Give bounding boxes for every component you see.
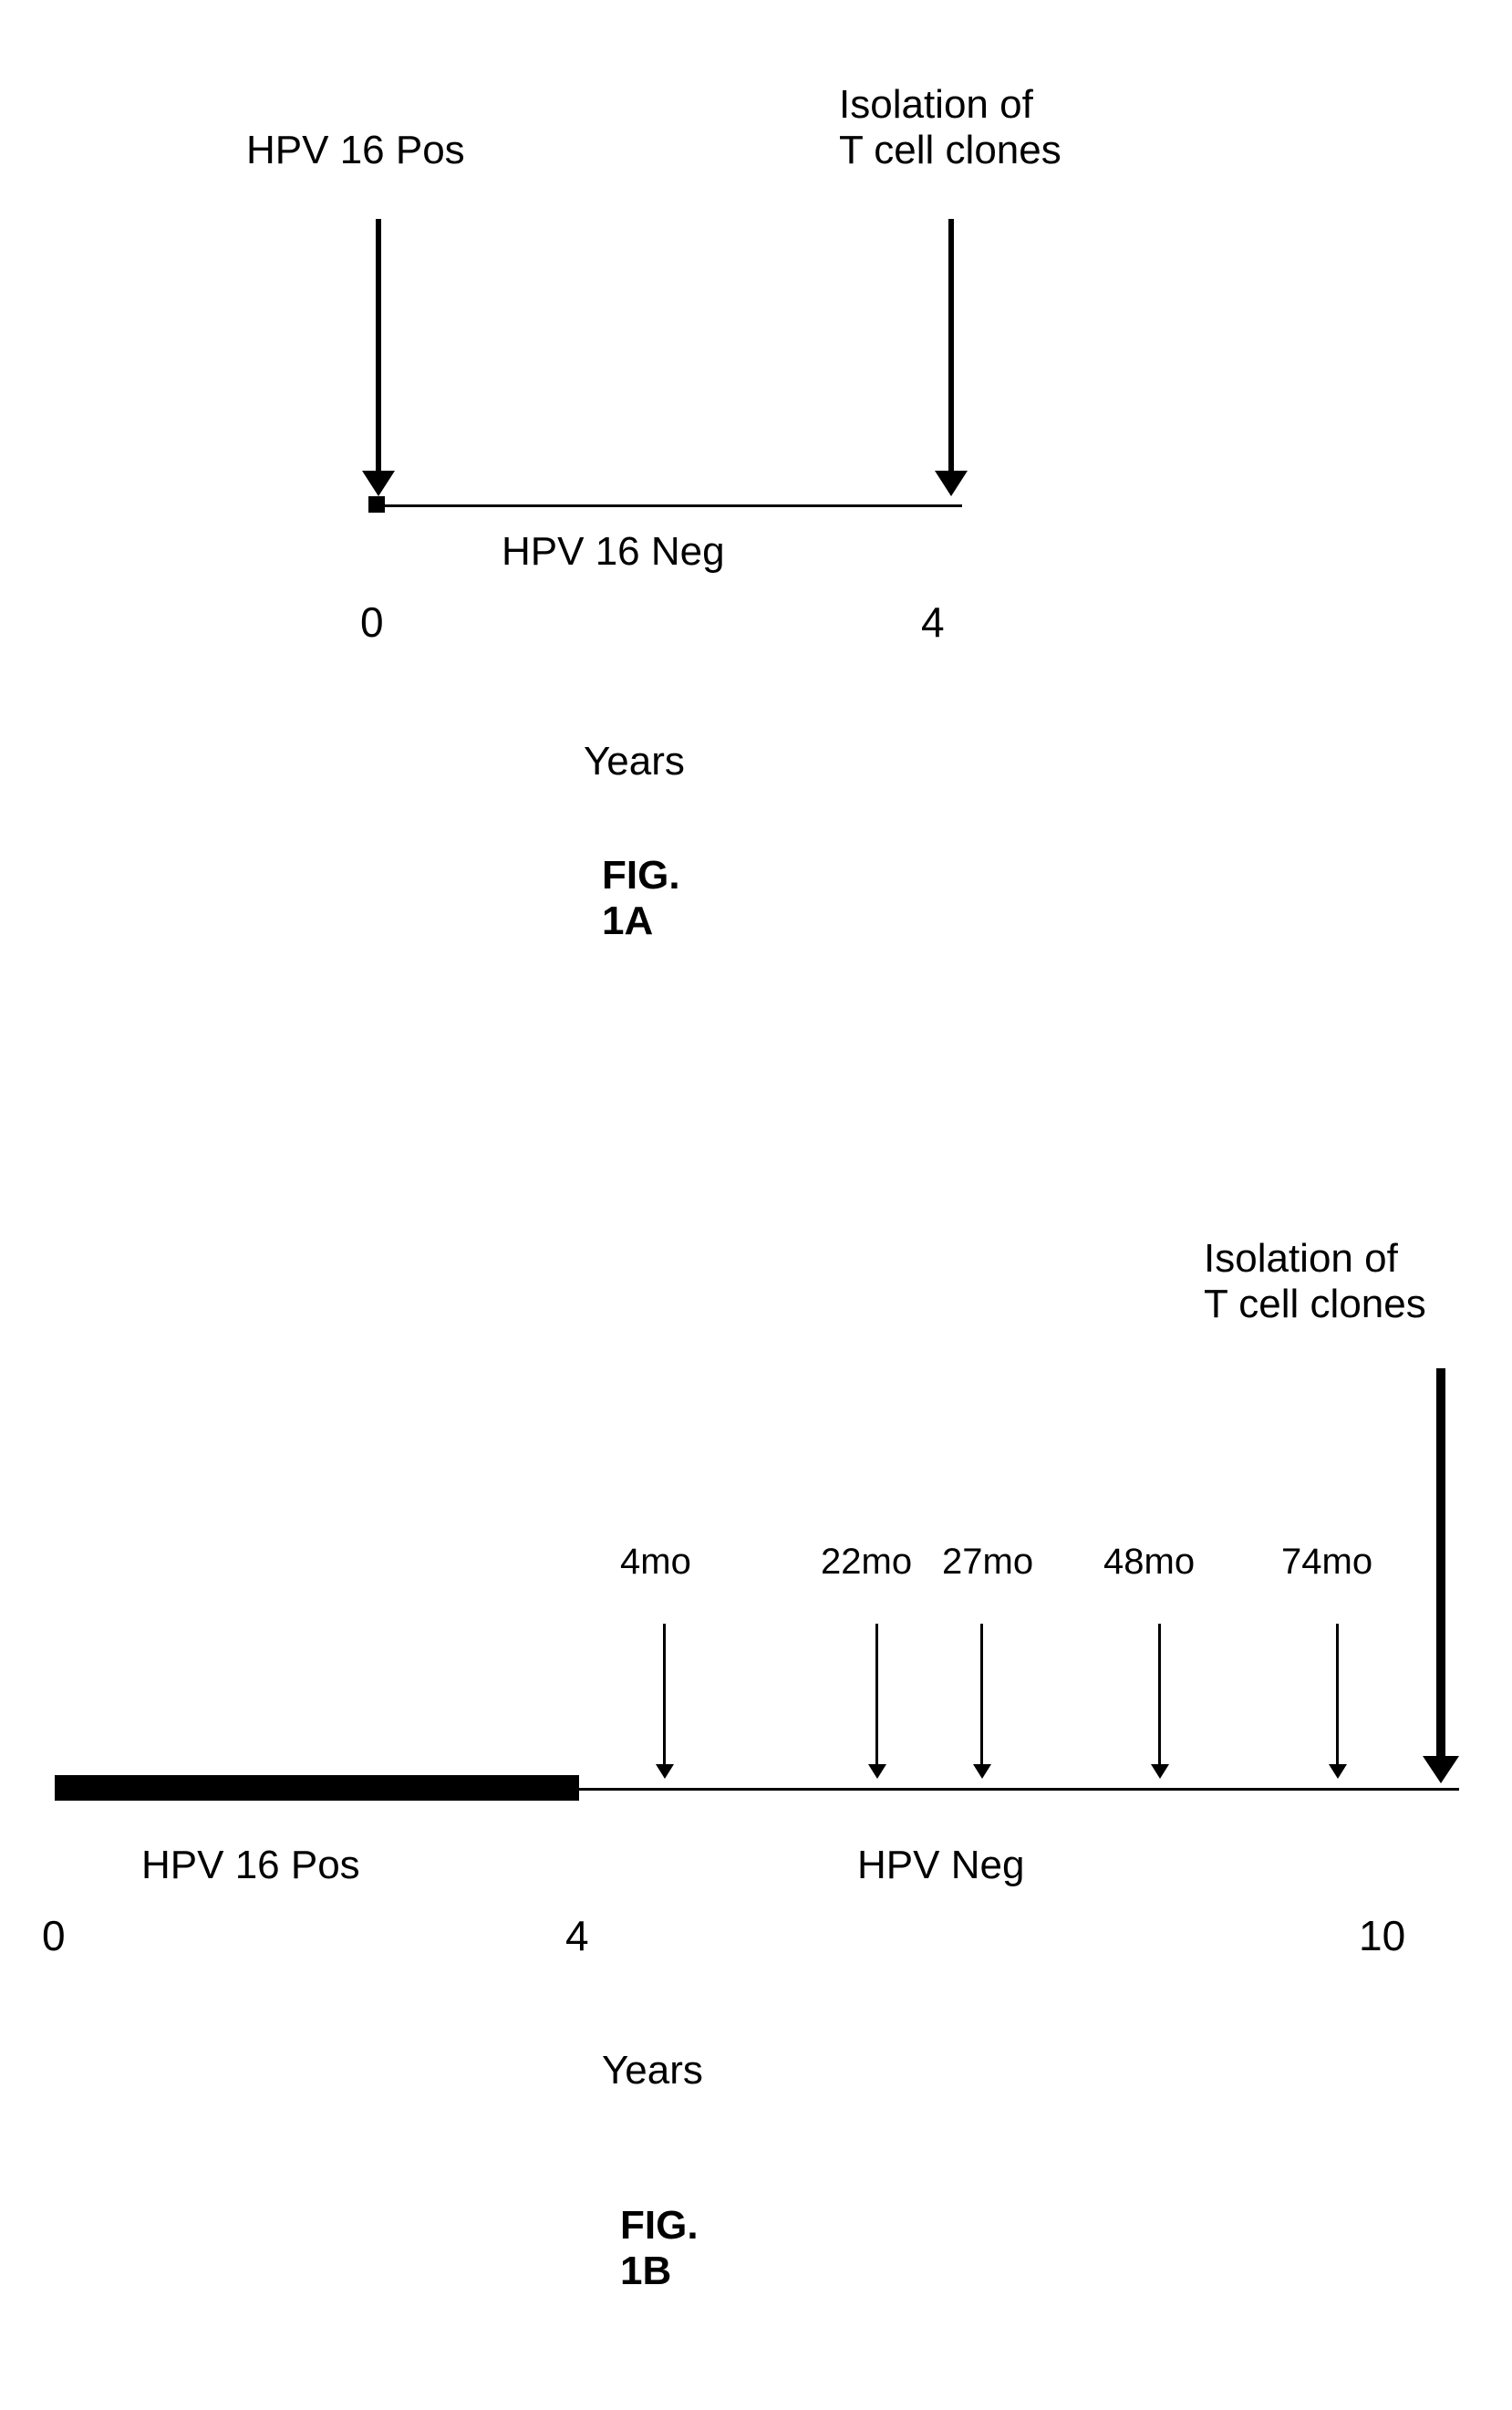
fig-a-thick-segment (368, 496, 385, 513)
fig-a-tick-4: 4 (921, 597, 945, 647)
fig-b-month-label-0: 4mo (620, 1542, 691, 1583)
fig-b-timeline (579, 1788, 1459, 1791)
fig-b-axis-label: Years (602, 2048, 703, 2093)
fig-b-left-label: HPV 16 Pos (141, 1843, 360, 1888)
fig-b-month-arrow-1-icon (875, 1624, 878, 1768)
fig-a-left-arrow-icon (376, 219, 381, 478)
fig-b-tick-4: 4 (565, 1911, 589, 1960)
fig-b-month-arrow-2-icon (980, 1624, 983, 1768)
fig-a-right-label-1: Isolation of (839, 82, 1033, 128)
fig-b-tick-10: 10 (1359, 1911, 1405, 1960)
fig-a-tick-0: 0 (360, 597, 384, 647)
fig-b-month-label-3: 48mo (1103, 1542, 1195, 1583)
fig-a-right-label-2: T cell clones (839, 128, 1062, 173)
fig-b-month-label-1: 22mo (821, 1542, 912, 1583)
fig-b-right-label-1: Isolation of (1204, 1236, 1398, 1282)
fig-a-left-label: HPV 16 Pos (246, 128, 465, 173)
fig-b-month-label-2: 27mo (942, 1542, 1033, 1583)
fig-b-tick-0: 0 (42, 1911, 66, 1960)
fig-b-thick-segment (55, 1775, 579, 1801)
fig-b-month-arrow-0-icon (663, 1624, 666, 1768)
fig-b-month-arrow-3-icon (1158, 1624, 1161, 1768)
fig-a-axis-label: Years (584, 739, 685, 784)
fig-b-right-arrow-icon (1436, 1368, 1445, 1765)
fig-a-right-arrow-icon (948, 219, 954, 478)
fig-a-mid-label: HPV 16 Neg (502, 529, 725, 575)
fig-b-month-arrow-4-icon (1336, 1624, 1339, 1768)
fig-b-title: FIG. 1B (620, 2203, 699, 2294)
fig-b-right-seg-label: HPV Neg (857, 1843, 1024, 1888)
fig-b-right-label-2: T cell clones (1204, 1282, 1426, 1327)
fig-a-timeline (385, 504, 962, 507)
fig-b-month-label-4: 74mo (1281, 1542, 1372, 1583)
fig-a-title: FIG. 1A (602, 853, 680, 944)
